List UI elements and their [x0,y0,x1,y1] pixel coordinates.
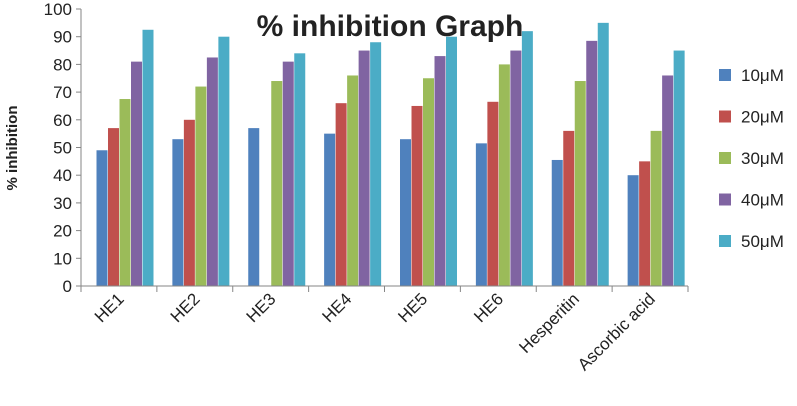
x-category-label: HE1 [91,289,128,326]
x-category-label: HE5 [394,289,431,326]
bar-he1-3 [119,99,131,287]
bar-he1-5 [142,29,154,287]
legend-swatch [719,235,731,247]
bar-he2-3 [195,86,207,286]
bar-he4-1 [324,133,336,286]
y-tick-label: 60 [53,111,72,130]
bar-he2-1 [172,139,184,286]
legend-swatch [719,110,731,123]
axes-group [80,9,689,292]
bar-he4-3 [347,75,359,286]
bar-he2-4 [206,57,218,286]
legend-swatch [719,152,731,164]
y-tick-label: 40 [53,166,72,185]
bar-ascorbic-acid-4 [662,75,674,286]
bar-hesperitin-5 [597,22,609,286]
bar-he5-4 [434,56,446,287]
chart-title: % inhibition Graph [257,10,524,43]
bar-hesperitin-2 [563,130,575,286]
y-tick-label: 90 [53,28,72,47]
bar-ascorbic-acid-1 [627,175,639,286]
bar-he5-3 [423,78,434,286]
y-tick-label: 80 [53,55,72,74]
y-tick-label: 0 [63,277,72,296]
bar-he1-1 [96,150,108,286]
bar-he6-2 [487,101,499,286]
legend-label: 20μM [741,108,784,127]
y-tick-label: 20 [53,222,72,241]
y-tick-label: 10 [53,249,72,268]
x-category-label: HE2 [167,289,204,326]
bar-he2-2 [183,119,195,286]
y-axis-ticks: 0 10 20 30 40 50 60 70 80 90 100 [44,0,81,296]
bar-he1-2 [108,128,119,286]
x-category-label: Ascorbic acid [574,289,659,374]
y-tick-label: 70 [53,83,72,102]
bar-he6-4 [510,50,522,286]
legend-label: 40μM [741,191,784,210]
legend-label: 30μM [741,149,784,168]
legend-label: 50μM [741,232,784,251]
legend-swatch [719,193,731,206]
bar-he5-2 [411,105,423,286]
bar-he3-1 [248,128,260,286]
bar-he2-5 [218,36,230,287]
bar-hesperitin-1 [551,159,563,286]
bar-he4-2 [335,103,347,287]
bar-he3-4 [282,61,294,286]
bar-hesperitin-3 [574,81,586,287]
bar-he1-4 [131,61,142,286]
y-axis-title: % inhibition [4,106,21,191]
legend-label: 10μM [741,66,784,85]
bar-he4-4 [358,50,370,286]
bar-he5-1 [400,139,411,286]
y-tick-label: 100 [44,0,72,19]
legend: 10μM 20μM 30μM 40μM 50μM [719,66,784,251]
x-category-label: Hesperitin [515,289,583,357]
bar-ascorbic-acid-2 [639,161,651,286]
bar-he4-5 [370,42,382,286]
bar-he3-5 [294,53,306,286]
bar-he6-5 [521,31,533,286]
bar-ascorbic-acid-3 [650,130,662,286]
y-tick-label: 50 [53,139,72,158]
y-tick-label: 30 [53,194,72,213]
bar-he5-5 [446,36,457,287]
x-category-label: HE4 [319,289,356,326]
bars-group [96,22,685,287]
bar-he3-3 [271,81,283,287]
bar-hesperitin-4 [586,40,598,287]
bar-he6-1 [475,143,487,286]
x-category-label: HE3 [243,289,280,326]
legend-swatch [719,69,731,81]
bar-ascorbic-acid-5 [673,50,685,286]
x-category-label: HE6 [470,289,507,326]
bar-he6-3 [498,64,510,287]
